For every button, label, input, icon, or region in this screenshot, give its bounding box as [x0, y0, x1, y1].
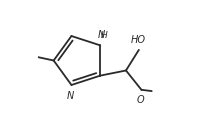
Text: HO: HO: [131, 35, 146, 45]
Text: N: N: [97, 30, 105, 40]
Text: H: H: [101, 31, 108, 40]
Text: O: O: [137, 95, 145, 105]
Text: N: N: [67, 91, 74, 101]
